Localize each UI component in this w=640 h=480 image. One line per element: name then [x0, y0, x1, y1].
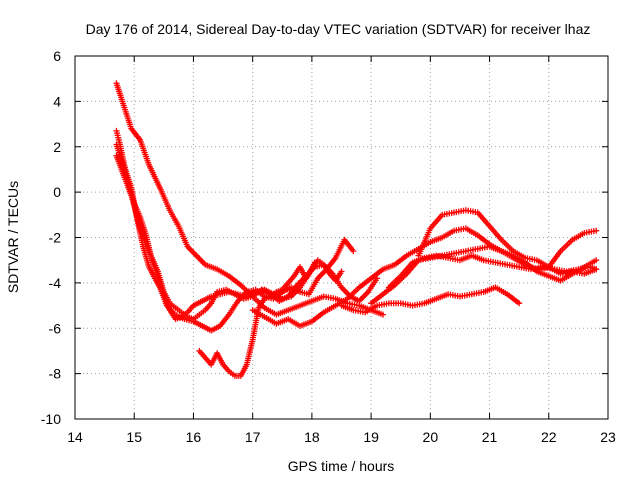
x-tick-label: 20 — [423, 429, 439, 445]
satellite-track-7 — [338, 284, 523, 316]
y-tick-label: -2 — [49, 230, 62, 246]
x-tick-label: 17 — [245, 429, 261, 445]
y-tick-label: 6 — [53, 48, 61, 64]
satellite-track-10 — [368, 227, 600, 307]
x-tick-label: 22 — [541, 429, 557, 445]
x-tick-label: 21 — [482, 429, 498, 445]
plot-frame — [74, 55, 609, 420]
plus-marker — [593, 257, 600, 264]
y-axis-label: SDTVAR / TECUs — [5, 181, 21, 293]
x-axis-label: GPS time / hours — [288, 458, 395, 474]
x-tick-label: 19 — [363, 429, 379, 445]
x-tick-label: 16 — [186, 429, 202, 445]
x-tick-label: 15 — [126, 429, 142, 445]
satellite-track-4 — [113, 141, 381, 323]
satellite-track-2 — [113, 127, 357, 334]
y-tick-label: 4 — [53, 93, 61, 109]
axis-ticks — [74, 55, 609, 420]
y-tick-label: -8 — [49, 366, 62, 382]
plus-marker — [593, 227, 600, 234]
x-tick-label: 18 — [304, 429, 320, 445]
y-tick-label: -6 — [49, 320, 62, 336]
plus-marker — [379, 311, 386, 318]
y-tick-label: 0 — [53, 184, 61, 200]
plus-marker — [350, 248, 357, 255]
x-tick-label: 23 — [600, 429, 616, 445]
satellite-track-5 — [196, 257, 345, 379]
y-tick-label: -10 — [41, 411, 61, 427]
y-tick-label: -4 — [49, 275, 62, 291]
data-series — [113, 80, 600, 379]
tick-labels: 14 15 16 17 18 19 20 21 22 23 -10 -8 -6 -4 -2 0 2 4 6 — [41, 48, 616, 445]
y-tick-label: 2 — [53, 139, 61, 155]
plus-marker — [338, 268, 345, 275]
chart-title: Day 176 of 2014, Sidereal Day-to-day VTE… — [86, 21, 591, 37]
x-tick-label: 14 — [67, 429, 83, 445]
plus-marker — [593, 266, 600, 273]
grid — [75, 56, 608, 419]
plus-marker — [516, 300, 523, 307]
